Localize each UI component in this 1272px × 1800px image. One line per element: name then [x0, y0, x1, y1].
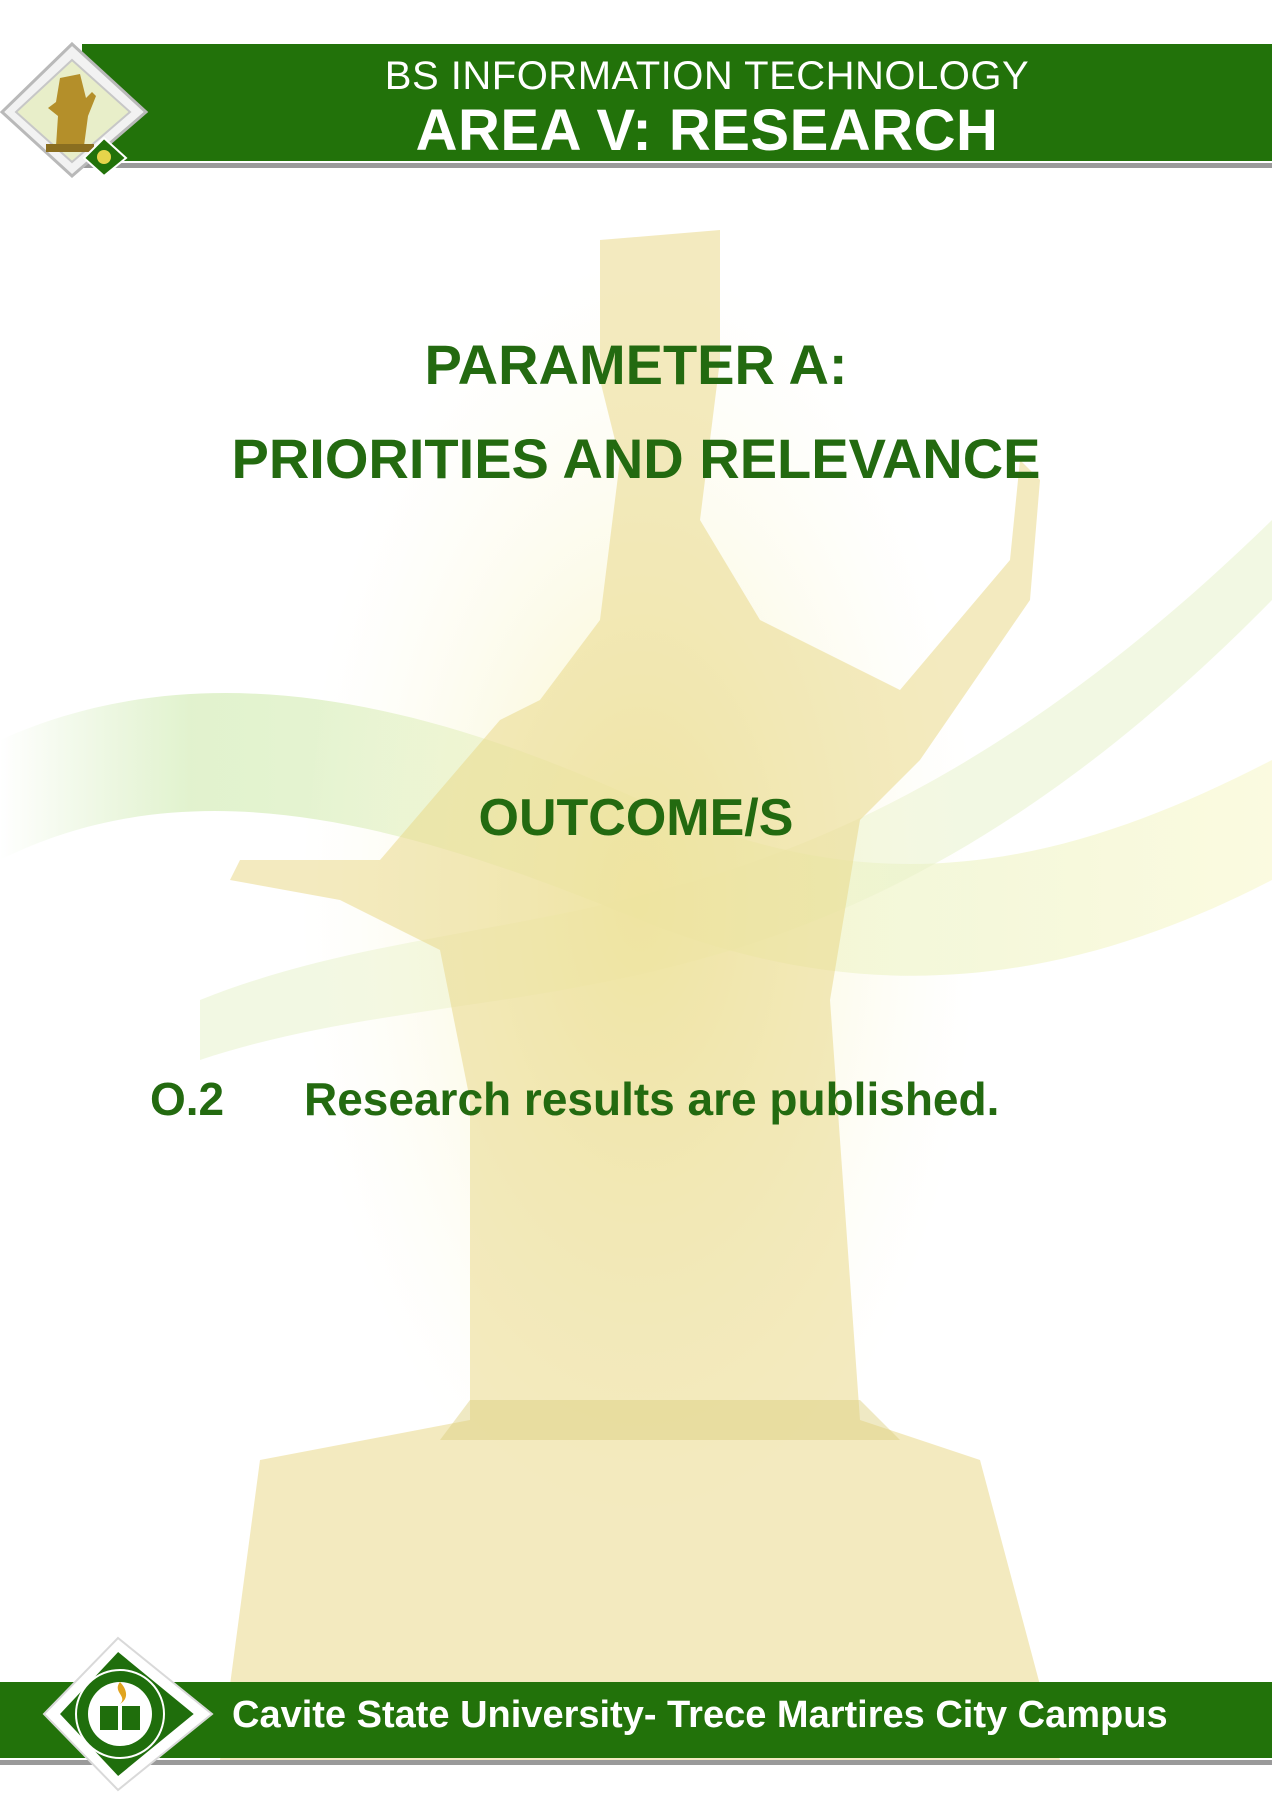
- footer-rule: [0, 1760, 1272, 1765]
- parameter-label: PARAMETER A:: [424, 333, 848, 396]
- parameter-name: PRIORITIES AND RELEVANCE: [231, 427, 1041, 490]
- area-title: AREA V: RESEARCH: [415, 98, 999, 163]
- parameter-title: PARAMETER A: PRIORITIES AND RELEVANCE: [0, 318, 1272, 506]
- outcome-text: Research results are published.: [304, 1073, 1000, 1125]
- header-rule: [82, 163, 1272, 168]
- outcome-heading: OUTCOME/S: [478, 789, 794, 847]
- program-title: BS INFORMATION TECHNOLOGY: [384, 54, 1030, 98]
- campus-name: Cavite State University- Trece Martires …: [232, 1694, 1168, 1736]
- outcome-code: O.2: [150, 1073, 225, 1125]
- statue-emblem-logo: [0, 41, 149, 178]
- header-band: [82, 44, 1272, 161]
- footer-band: [0, 1682, 1272, 1758]
- university-seal-logo: [42, 1636, 214, 1792]
